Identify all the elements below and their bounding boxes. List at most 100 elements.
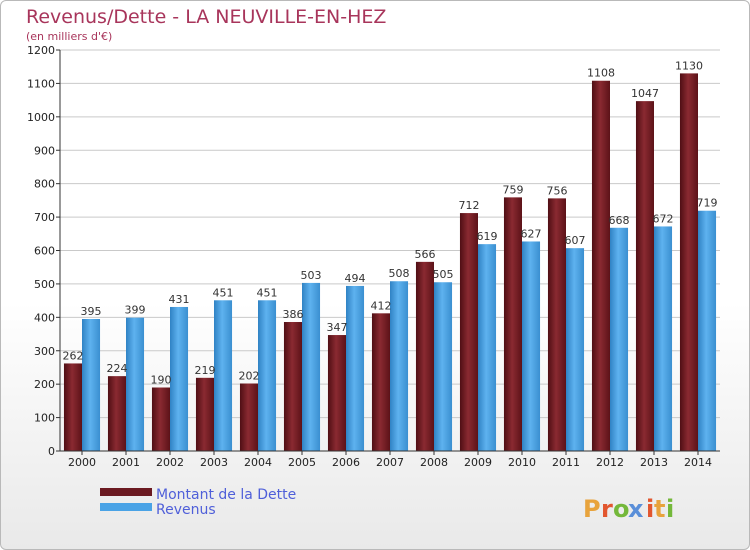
bar-revenue — [390, 281, 409, 451]
bar-revenue — [346, 285, 365, 451]
data-label-debt: 224 — [106, 362, 127, 375]
data-label-debt: 1130 — [675, 59, 703, 72]
data-label-revenue: 607 — [565, 234, 586, 247]
bar-revenue — [302, 282, 321, 451]
legend-label-debt: Montant de la Dette — [156, 487, 296, 503]
chart-title: Revenus/Dette - LA NEUVILLE-EN-HEZ — [26, 6, 386, 28]
y-tick-label: 100 — [34, 412, 55, 425]
y-tick-label: 1100 — [27, 77, 55, 90]
bar-debt — [679, 73, 698, 452]
data-label-revenue: 505 — [433, 268, 454, 281]
data-label-revenue: 508 — [389, 267, 410, 280]
bar-debt — [195, 377, 214, 451]
bar-debt — [635, 101, 654, 451]
data-label-debt: 190 — [150, 374, 171, 387]
chart-subtitle: (en milliers d'€) — [26, 30, 112, 43]
data-labels: 262 395 224 399 190 431 219 451 202 451 386 503 347 4… — [62, 59, 717, 386]
bar-debt — [107, 376, 126, 451]
bars — [63, 73, 717, 452]
data-label-debt: 1108 — [587, 67, 615, 80]
data-label-debt: 347 — [326, 321, 347, 334]
y-tick-label: 800 — [34, 178, 55, 191]
logo-letter: r — [601, 495, 613, 523]
x-tick-label: 2008 — [420, 456, 448, 469]
x-tick-label: 2003 — [200, 456, 228, 469]
data-label-revenue: 627 — [521, 227, 542, 240]
y-tick-label: 0 — [48, 445, 55, 458]
logo-letter: t — [654, 495, 665, 523]
data-label-revenue: 399 — [125, 304, 146, 317]
x-tick-label: 2004 — [244, 456, 272, 469]
y-tick-label: 900 — [34, 144, 55, 157]
x-tick-label: 2000 — [68, 456, 96, 469]
bar-revenue — [126, 317, 145, 451]
data-label-debt: 202 — [238, 369, 259, 382]
data-label-revenue: 451 — [213, 286, 234, 299]
data-label-revenue: 431 — [169, 293, 190, 306]
bar-debt — [63, 363, 82, 451]
data-label-debt: 412 — [370, 299, 391, 312]
data-label-revenue: 451 — [257, 286, 278, 299]
bar-debt — [459, 213, 478, 451]
y-tick-label: 600 — [34, 245, 55, 258]
legend-label-revenue: Revenus — [156, 502, 216, 518]
x-tick-label: 2006 — [332, 456, 360, 469]
x-tick-label: 2005 — [288, 456, 316, 469]
data-label-revenue: 395 — [81, 305, 102, 318]
y-tick-label: 1000 — [27, 111, 55, 124]
y-tick-label: 300 — [34, 345, 55, 358]
bar-debt — [327, 335, 346, 451]
data-label-debt: 759 — [502, 183, 523, 196]
data-label-revenue: 619 — [477, 230, 498, 243]
bar-debt — [151, 387, 170, 451]
bar-debt — [547, 198, 566, 451]
legend-swatch-revenue — [100, 503, 152, 511]
data-label-debt: 219 — [194, 364, 215, 377]
logo-letter: i — [666, 495, 674, 523]
data-label-revenue: 719 — [697, 197, 718, 210]
bar-revenue — [654, 226, 673, 451]
bar-debt — [503, 197, 522, 451]
x-tick-label: 2013 — [640, 456, 668, 469]
data-label-debt: 712 — [458, 199, 479, 212]
bar-revenue — [170, 306, 189, 451]
bar-debt — [591, 80, 610, 451]
data-label-revenue: 668 — [609, 214, 630, 227]
logo-letter: P — [583, 495, 601, 523]
bar-revenue — [82, 319, 101, 451]
x-tick-label: 2001 — [112, 456, 140, 469]
x-axis-ticks: 2000 2001 2002 2003 2004 2005 2006 2007 2008 2009… — [68, 451, 712, 469]
logo-letter: x — [628, 495, 644, 523]
data-label-debt: 386 — [282, 308, 303, 321]
bar-revenue — [610, 227, 629, 451]
x-tick-label: 2002 — [156, 456, 184, 469]
y-tick-label: 200 — [34, 378, 55, 391]
x-tick-label: 2014 — [684, 456, 712, 469]
data-label-revenue: 503 — [301, 269, 322, 282]
x-tick-label: 2012 — [596, 456, 624, 469]
y-tick-label: 500 — [34, 278, 55, 291]
bar-revenue — [478, 244, 497, 451]
y-tick-label: 700 — [34, 211, 55, 224]
logo-letter: o — [613, 495, 630, 523]
x-tick-label: 2010 — [508, 456, 536, 469]
bar-revenue — [522, 241, 541, 451]
y-tick-label: 400 — [34, 311, 55, 324]
x-tick-label: 2011 — [552, 456, 580, 469]
data-label-revenue: 672 — [653, 212, 674, 225]
data-label-debt: 756 — [546, 184, 567, 197]
bar-debt — [283, 322, 302, 451]
x-tick-label: 2007 — [376, 456, 404, 469]
bar-debt — [415, 261, 434, 451]
bar-revenue — [566, 248, 585, 451]
y-tick-label: 1200 — [27, 44, 55, 57]
bar-debt — [371, 313, 390, 451]
data-label-debt: 262 — [62, 349, 83, 362]
bar-debt — [239, 383, 258, 451]
x-tick-label: 2009 — [464, 456, 492, 469]
y-axis-ticks: 0 100 200 300 400 500 600 700 800 900 1000 1100 1200 — [27, 44, 60, 458]
bar-revenue — [698, 210, 717, 451]
data-label-revenue: 494 — [345, 272, 366, 285]
bar-revenue — [258, 300, 277, 451]
